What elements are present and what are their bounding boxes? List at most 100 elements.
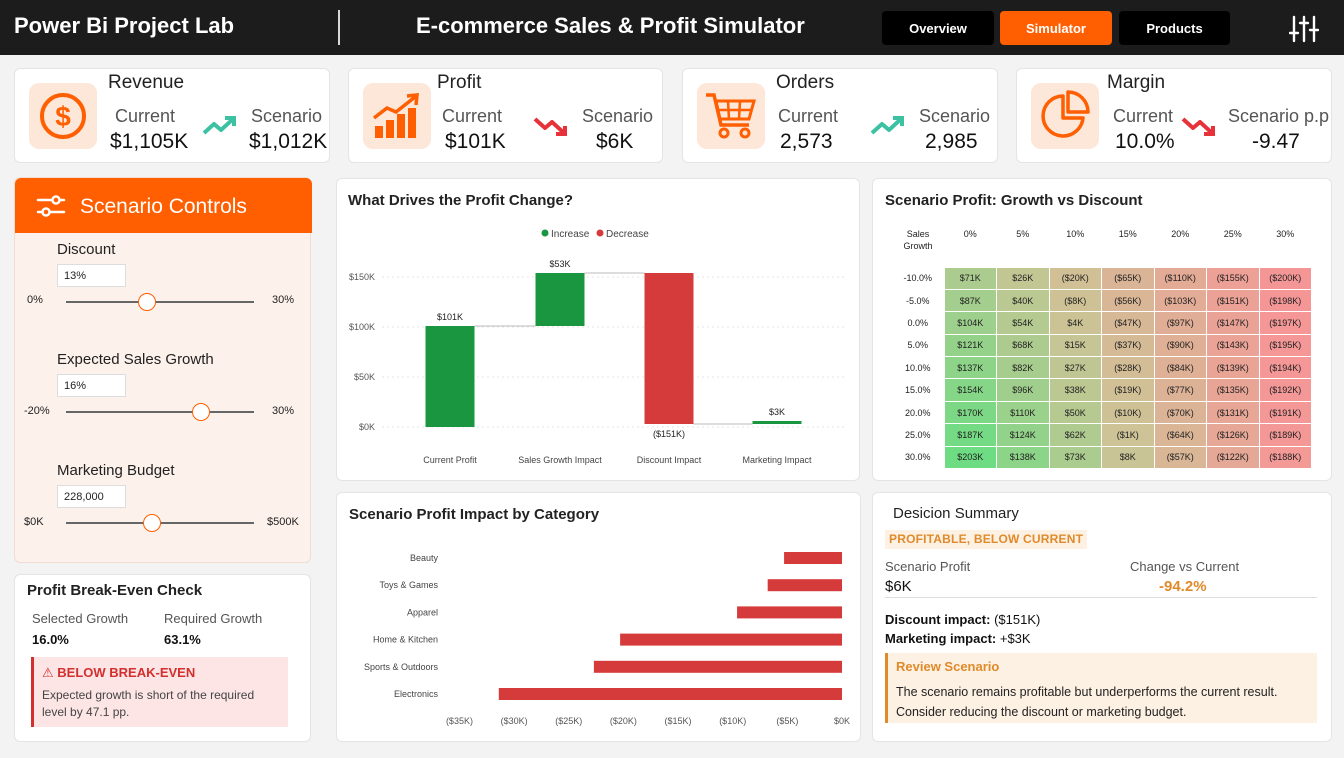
scenario-controls-header: Scenario Controls — [15, 178, 312, 233]
heatmap-cell: $4K — [1048, 311, 1102, 335]
y-tick-label: $100K — [349, 322, 375, 332]
heatmap-cell: ($28K) — [1101, 356, 1155, 380]
heatmap-table: Sales Growth 0% 5% 10% 15% 20% 25% 30% -10.0% $71K… — [892, 227, 1312, 470]
category-label: Apparel — [407, 607, 438, 617]
trend-down-icon — [533, 117, 567, 136]
discount-value-box[interactable]: 13% — [57, 264, 126, 287]
kpi-icon-bg — [363, 83, 431, 149]
marketing-impact-label: Marketing impact: — [885, 631, 997, 646]
heatmap-row-header: 10.0% — [904, 362, 931, 373]
category-title: Scenario Profit Impact by Category — [349, 506, 600, 523]
x-category-label: Sales Growth Impact — [518, 455, 602, 465]
sales-growth-slider-track[interactable] — [66, 411, 254, 413]
heatmap-cell: ($151K) — [1206, 288, 1260, 313]
heatmap-cell: ($194K) — [1258, 356, 1312, 380]
x-category-label: Current Profit — [423, 455, 477, 465]
discount-slider-track[interactable] — [66, 301, 254, 303]
heatmap-col-header: 20% — [1171, 229, 1190, 239]
heatmap-corner-label: Sales Growth — [903, 229, 933, 251]
sliders-icon — [36, 195, 66, 217]
heatmap-cell: $27K — [1048, 356, 1102, 380]
pie-icon — [1041, 90, 1090, 138]
trend-down-icon — [1181, 117, 1215, 136]
waterfall-chart: Increase Decrease $0K $50K $100K $150K $101K… — [349, 229, 847, 465]
heatmap-cell: ($70K) — [1153, 400, 1207, 425]
heatmap-col-header: 0% — [963, 229, 977, 239]
kpi-scenario-label: Scenario — [251, 106, 323, 126]
heatmap-cell: $73K — [1048, 445, 1102, 470]
bar-growth-icon — [372, 93, 419, 138]
sales-growth-slider-thumb[interactable] — [192, 403, 211, 421]
alert-title: ⚠ BELOW BREAK-EVEN — [42, 665, 196, 680]
sales-growth-max: 30% — [272, 405, 295, 417]
kpi-scenario-label: Scenario p.p — [1228, 106, 1330, 126]
heatmap-cell: $170K — [943, 400, 997, 425]
heatmap-cell: ($139K) — [1206, 356, 1260, 380]
review-box: Review Scenario The scenario remains pro… — [885, 653, 1317, 723]
heatmap-cell: $71K — [943, 266, 997, 290]
sales-growth-value-box[interactable]: 16% — [57, 374, 126, 397]
category-bar — [767, 579, 842, 592]
heatmap-cell: $124K — [996, 423, 1050, 447]
x-category-label: Discount Impact — [637, 455, 702, 465]
kpi-icon-bg — [697, 83, 765, 149]
heatmap-cell: ($84K) — [1153, 356, 1207, 380]
y-tick-label: $0K — [359, 422, 375, 432]
selected-growth-label: Selected Growth — [32, 611, 129, 626]
kpi-current-label: Current — [442, 106, 503, 126]
marketing-impact-value: +$3K — [996, 631, 1031, 646]
heatmap-col-header: 30% — [1276, 229, 1295, 239]
sliders-icon[interactable] — [1289, 14, 1319, 44]
marketing-budget-value-box[interactable]: 228,000 — [57, 485, 126, 508]
y-tick-label: $50K — [354, 372, 375, 382]
nav-simulator-button[interactable]: Simulator — [1000, 11, 1112, 45]
status-badge: PROFITABLE, BELOW CURRENT — [885, 530, 1088, 549]
cart-icon — [706, 93, 756, 139]
heatmap-col-header: 5% — [1016, 229, 1030, 239]
kpi-title: Revenue — [108, 72, 185, 93]
heatmap-cell: $87K — [943, 288, 997, 313]
scenario-profit-value: $6K — [885, 578, 912, 595]
breakeven-title: Profit Break-Even Check — [27, 582, 203, 599]
heatmap-cell: ($77K) — [1153, 378, 1207, 402]
svg-text:$: $ — [55, 101, 71, 132]
kpi-current-value: $101K — [445, 130, 506, 153]
nav-overview-button[interactable]: Overview — [882, 11, 994, 45]
heatmap-cell: ($47K) — [1101, 311, 1155, 335]
heatmap-cell: ($103K) — [1153, 288, 1207, 313]
trend-up-icon — [870, 116, 904, 135]
kpi-scenario-label: Scenario — [582, 106, 654, 126]
heatmap-cell: $68K — [996, 333, 1050, 358]
discount-slider-thumb[interactable] — [138, 293, 157, 311]
kpi-card-revenue: $ Revenue Current $1,105K Scenario $1,01… — [14, 68, 330, 163]
scenario-profit-label: Scenario Profit — [885, 559, 971, 574]
marketing-impact: Marketing impact: +$3K — [885, 631, 1031, 646]
heatmap-cell: ($188K) — [1258, 445, 1312, 470]
waterfall-card: What Drives the Profit Change? Increase … — [336, 178, 860, 481]
marketing-budget-min: $0K — [24, 516, 44, 528]
heatmap-cell: $96K — [996, 378, 1050, 402]
x-tick-label: ($30K) — [501, 716, 528, 726]
heatmap-cell: $82K — [996, 356, 1050, 380]
heatmap-cell: $187K — [943, 423, 997, 447]
breakeven-card: Profit Break-Even Check Selected Growth … — [14, 574, 311, 742]
legend-decrease-swatch — [596, 229, 604, 237]
kpi-scenario-value: $1,012K — [249, 130, 328, 153]
heatmap-row-header: 15.0% — [904, 385, 931, 396]
review-text: The scenario remains profitable but unde… — [896, 685, 1278, 719]
trend-up-icon — [202, 116, 236, 135]
heatmap-cell: ($197K) — [1258, 311, 1312, 335]
kpi-current-label: Current — [1113, 106, 1174, 126]
heatmap-cell: ($135K) — [1206, 378, 1260, 402]
y-tick-label: $150K — [349, 272, 375, 282]
marketing-budget-slider-thumb[interactable] — [142, 514, 161, 532]
kpi-current-label: Current — [778, 106, 839, 126]
marketing-budget-max: $500K — [267, 516, 299, 528]
x-tick-label: $0K — [834, 716, 850, 726]
heatmap-cell: ($195K) — [1258, 333, 1312, 358]
nav-products-button[interactable]: Products — [1119, 11, 1230, 45]
kpi-card-profit: Profit Current $101K Scenario $6K — [348, 68, 663, 163]
x-tick-label: ($5K) — [776, 716, 798, 726]
discount-max: 30% — [272, 294, 295, 306]
heatmap-col-header: 25% — [1223, 229, 1242, 239]
